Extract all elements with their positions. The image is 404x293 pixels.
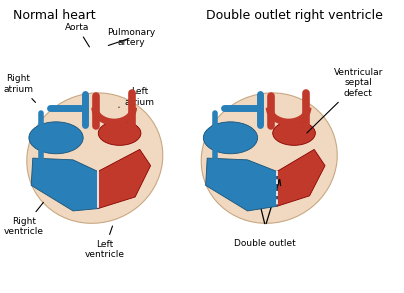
Text: Left
ventricle: Left ventricle	[84, 226, 124, 259]
Polygon shape	[277, 149, 325, 206]
Ellipse shape	[98, 121, 141, 145]
Polygon shape	[31, 158, 98, 211]
Text: Left
atrium: Left atrium	[119, 88, 154, 107]
Text: Normal heart: Normal heart	[13, 9, 95, 22]
Text: Double outlet right ventricle: Double outlet right ventricle	[206, 9, 383, 22]
Text: Double outlet: Double outlet	[234, 239, 296, 248]
Text: Right
atrium: Right atrium	[3, 74, 36, 103]
Ellipse shape	[273, 121, 316, 145]
Text: Ventricular
septal
defect: Ventricular septal defect	[307, 68, 383, 133]
Ellipse shape	[27, 93, 163, 223]
Text: Aorta: Aorta	[65, 23, 90, 47]
Polygon shape	[98, 149, 151, 209]
Polygon shape	[206, 158, 277, 211]
Ellipse shape	[203, 122, 258, 154]
Text: Pulmonary
artery: Pulmonary artery	[107, 28, 156, 47]
Ellipse shape	[29, 122, 83, 154]
Ellipse shape	[201, 93, 337, 223]
Text: Right
ventricle: Right ventricle	[4, 202, 44, 236]
